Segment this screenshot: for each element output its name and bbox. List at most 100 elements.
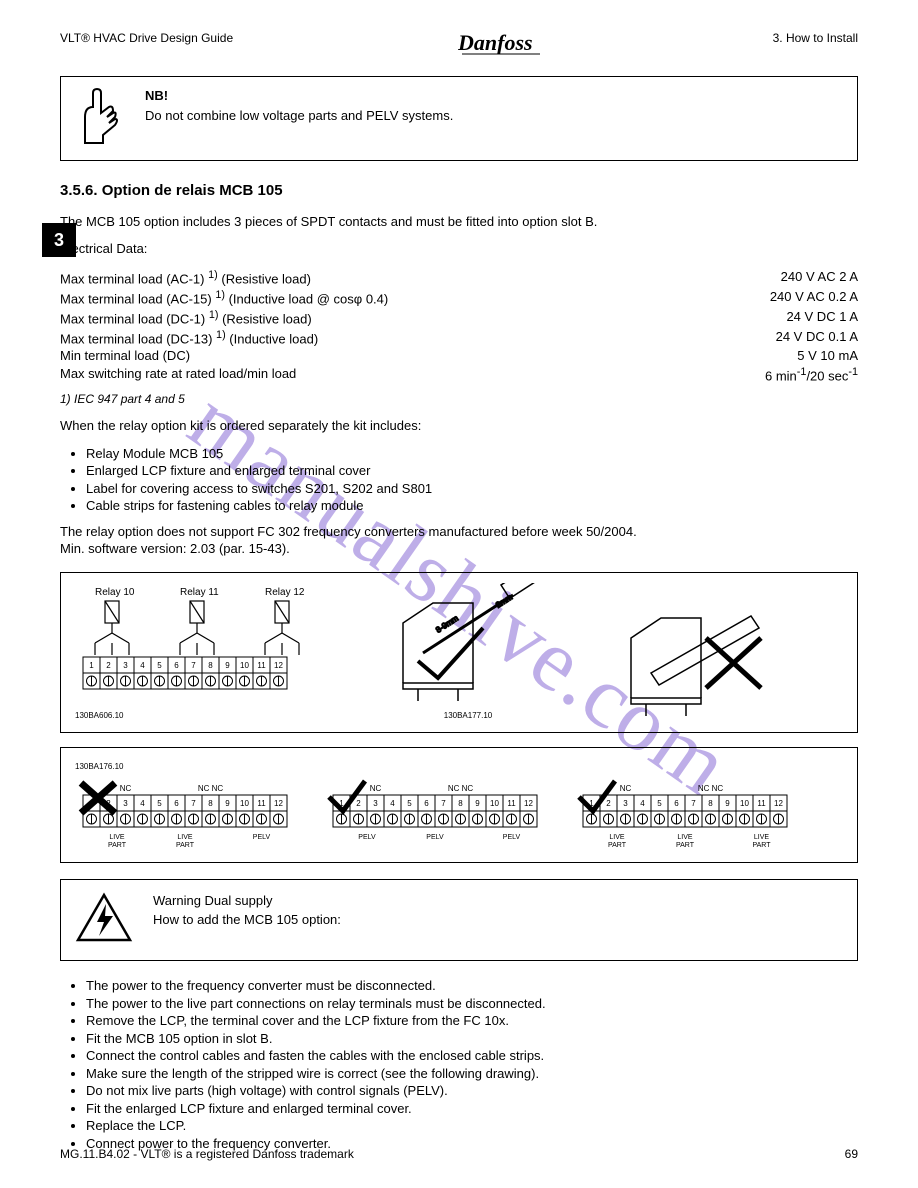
svg-text:PELV: PELV (503, 834, 521, 841)
spec-value: 24 V DC 0.1 A (776, 328, 858, 348)
intro-p2: Electrical Data: (60, 240, 858, 258)
figure2-ref: 130BA176.10 (75, 762, 843, 773)
svg-text:7: 7 (191, 661, 196, 670)
svg-text:11: 11 (257, 799, 266, 808)
spec-label: Max switching rate at rated load/min loa… (60, 365, 296, 385)
spec-table: Max terminal load (AC-1) 1) (Resistive l… (60, 268, 858, 385)
svg-text:9: 9 (725, 799, 730, 808)
kit-list-item: Enlarged LCP fixture and enlarged termin… (86, 462, 858, 480)
step-item: Connect the control cables and fasten th… (86, 1047, 858, 1065)
screwdriver-correct-diagram: 8-9mm 2mm 130BA177.10 (363, 583, 573, 722)
brand-logo: Danfoss (458, 30, 548, 58)
svg-text:12: 12 (274, 799, 283, 808)
step-item: Remove the LCP, the terminal cover and t… (86, 1012, 858, 1030)
svg-text:2: 2 (606, 799, 611, 808)
install-steps-list: The power to the frequency converter mus… (86, 977, 858, 1152)
warning-title: Warning Dual supply (153, 892, 341, 910)
pelv-wrong-diagram: 123456789101112NCNC NCLIVEPARTLIVEPARTPE… (75, 777, 305, 852)
page-header: VLT® HVAC Drive Design Guide Danfoss 3. … (60, 30, 858, 58)
kit-tail: The relay option does not support FC 302… (60, 523, 858, 558)
svg-text:5: 5 (157, 799, 162, 808)
svg-text:10: 10 (240, 799, 249, 808)
svg-text:NC: NC (370, 784, 382, 793)
svg-text:4: 4 (140, 661, 145, 670)
step-item: Do not mix live parts (high voltage) wit… (86, 1082, 858, 1100)
step-item: The power to the live part connections o… (86, 995, 858, 1013)
footer-code: MG.11.B4.02 - VLT® is a registered Danfo… (60, 1146, 354, 1162)
svg-text:NC: NC (620, 784, 632, 793)
svg-text:9: 9 (225, 661, 230, 670)
high-voltage-icon (75, 892, 135, 949)
svg-text:8: 8 (708, 799, 713, 808)
svg-text:9: 9 (225, 799, 230, 808)
svg-text:NC: NC (120, 784, 132, 793)
spec-row: Max terminal load (AC-1) 1) (Resistive l… (60, 268, 858, 288)
step-item: Fit the MCB 105 option in slot B. (86, 1030, 858, 1048)
svg-text:3: 3 (623, 799, 628, 808)
svg-text:10: 10 (740, 799, 749, 808)
header-left: VLT® HVAC Drive Design Guide (60, 30, 233, 46)
warning-box: Warning Dual supply How to add the MCB 1… (60, 879, 858, 962)
svg-text:3: 3 (123, 661, 128, 670)
figure-pelv-live: 130BA176.10 123456789101112NCNC NCLIVEPA… (60, 747, 858, 862)
svg-text:11: 11 (257, 661, 266, 670)
section-heading: 3.5.6. Option de relais MCB 105 (60, 181, 858, 201)
spec-value: 6 min-1/20 sec-1 (765, 365, 858, 385)
chapter-sidebar-number: 3 (42, 223, 76, 257)
svg-text:10: 10 (490, 799, 499, 808)
spec-value: 24 V DC 1 A (786, 308, 858, 328)
svg-text:LIVEPART: LIVEPART (108, 834, 127, 847)
pelv-ok1-diagram: 123456789101112NCNC NCPELVPELVPELV (325, 777, 555, 852)
svg-text:5: 5 (657, 799, 662, 808)
svg-text:Relay 11: Relay 11 (180, 587, 219, 598)
spec-value: 240 V AC 2 A (781, 268, 858, 288)
svg-text:PELV: PELV (358, 834, 376, 841)
spec-label: Max terminal load (AC-15) 1) (Inductive … (60, 288, 388, 308)
svg-text:11: 11 (757, 799, 766, 808)
spec-row: Max terminal load (DC-1) 1) (Resistive l… (60, 308, 858, 328)
svg-text:1: 1 (89, 661, 94, 670)
svg-text:NC NC: NC NC (448, 784, 474, 793)
warning-text: Warning Dual supply How to add the MCB 1… (153, 892, 341, 931)
page-container: VLT® HVAC Drive Design Guide Danfoss 3. … (0, 0, 918, 1183)
spec-row: Min terminal load (DC)5 V 10 mA (60, 347, 858, 365)
svg-text:Relay 10: Relay 10 (95, 587, 135, 598)
step-item: The power to the frequency converter mus… (86, 977, 858, 995)
svg-text:6: 6 (424, 799, 429, 808)
step-item: Replace the LCP. (86, 1117, 858, 1135)
relay-block-diagram: Relay 10 Relay 11 Relay 12 (75, 583, 335, 722)
spec-label: Max terminal load (DC-13) 1) (Inductive … (60, 328, 318, 348)
note-text: NB! Do not combine low voltage parts and… (145, 87, 453, 124)
figure-relay-terminals: Relay 10 Relay 11 Relay 12 (60, 572, 858, 733)
svg-text:6: 6 (174, 661, 179, 670)
svg-text:5: 5 (407, 799, 412, 808)
kit-list-item: Cable strips for fastening cables to rel… (86, 497, 858, 515)
section-number: 3.5.6. (60, 182, 98, 199)
svg-text:3: 3 (373, 799, 378, 808)
spec-label: Min terminal load (DC) (60, 347, 190, 365)
svg-text:7: 7 (691, 799, 696, 808)
note-box: NB! Do not combine low voltage parts and… (60, 76, 858, 161)
svg-text:9: 9 (475, 799, 480, 808)
svg-text:5: 5 (157, 661, 162, 670)
spec-row: Max switching rate at rated load/min loa… (60, 365, 858, 385)
svg-text:PELV: PELV (426, 834, 444, 841)
section-title: Option de relais MCB 105 (102, 182, 283, 199)
kit-list-item: Relay Module MCB 105 (86, 445, 858, 463)
svg-text:7: 7 (441, 799, 446, 808)
spec-label: Max terminal load (DC-1) 1) (Resistive l… (60, 308, 312, 328)
note-heading: NB! (145, 87, 453, 105)
svg-text:Relay 12: Relay 12 (265, 587, 305, 598)
svg-text:8: 8 (208, 799, 213, 808)
kit-list: Relay Module MCB 105Enlarged LCP fixture… (86, 445, 858, 515)
svg-text:3: 3 (123, 799, 128, 808)
spec-label: Max terminal load (AC-1) 1) (Resistive l… (60, 268, 311, 288)
svg-text:7: 7 (191, 799, 196, 808)
svg-text:6: 6 (174, 799, 179, 808)
svg-text:11: 11 (507, 799, 516, 808)
header-right: 3. How to Install (773, 30, 858, 46)
svg-text:LIVEPART: LIVEPART (676, 834, 695, 847)
screwdriver-incorrect-diagram (601, 598, 801, 723)
pelv-ok2-diagram: 123456789101112NCNC NCLIVEPARTLIVEPARTLI… (575, 777, 805, 852)
note-body: Do not combine low voltage parts and PEL… (145, 107, 453, 125)
